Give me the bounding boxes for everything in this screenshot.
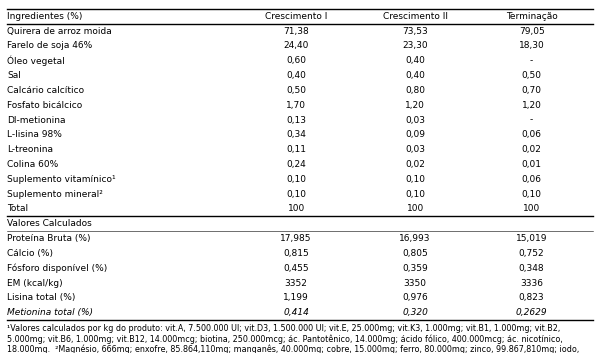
Text: 18,30: 18,30 — [519, 41, 544, 50]
Text: 0,40: 0,40 — [405, 56, 425, 65]
Text: 0,03: 0,03 — [405, 115, 425, 125]
Text: -: - — [530, 56, 533, 65]
Text: Cálcio (%): Cálcio (%) — [7, 249, 53, 258]
Text: 0,80: 0,80 — [405, 86, 425, 95]
Text: Suplemento mineral²: Suplemento mineral² — [7, 190, 103, 199]
Text: Crescimento I: Crescimento I — [265, 12, 327, 21]
Text: Calcário calcítico: Calcário calcítico — [7, 86, 85, 95]
Text: Dl-metionina: Dl-metionina — [7, 115, 66, 125]
Text: EM (kcal/kg): EM (kcal/kg) — [7, 279, 63, 288]
Text: -: - — [530, 115, 533, 125]
Text: Óleo vegetal: Óleo vegetal — [7, 55, 65, 66]
Text: Quirera de arroz moida: Quirera de arroz moida — [7, 26, 112, 36]
Text: 0,03: 0,03 — [405, 145, 425, 154]
Text: 0,50: 0,50 — [286, 86, 306, 95]
Text: 0,752: 0,752 — [519, 249, 544, 258]
Text: 100: 100 — [287, 204, 305, 214]
Text: 0,976: 0,976 — [403, 293, 428, 303]
Text: Ingredientes (%): Ingredientes (%) — [7, 12, 83, 21]
Text: Sal: Sal — [7, 71, 21, 80]
Text: Terminação: Terminação — [506, 12, 557, 21]
Text: 0,34: 0,34 — [286, 130, 306, 139]
Text: 73,53: 73,53 — [403, 26, 428, 36]
Text: 0,06: 0,06 — [521, 175, 542, 184]
Text: 0,10: 0,10 — [405, 190, 425, 199]
Text: 79,05: 79,05 — [519, 26, 544, 36]
Text: Suplemento vitamínico¹: Suplemento vitamínico¹ — [7, 175, 116, 184]
Text: 0,10: 0,10 — [405, 175, 425, 184]
Text: 1,20: 1,20 — [521, 101, 542, 110]
Text: 0,24: 0,24 — [286, 160, 306, 169]
Text: Total: Total — [7, 204, 28, 214]
Text: Lisina total (%): Lisina total (%) — [7, 293, 76, 303]
Text: 0,805: 0,805 — [403, 249, 428, 258]
Text: 0,02: 0,02 — [521, 145, 542, 154]
Text: 0,359: 0,359 — [403, 264, 428, 273]
Text: 0,348: 0,348 — [519, 264, 544, 273]
Text: 17,985: 17,985 — [280, 234, 312, 243]
Text: 3352: 3352 — [284, 279, 308, 288]
Text: 3336: 3336 — [520, 279, 543, 288]
Text: 0,2629: 0,2629 — [516, 308, 547, 317]
Text: 16,993: 16,993 — [400, 234, 431, 243]
Text: Crescimento II: Crescimento II — [383, 12, 448, 21]
Text: 0,823: 0,823 — [519, 293, 544, 303]
Text: 0,60: 0,60 — [286, 56, 306, 65]
Text: 0,10: 0,10 — [286, 190, 306, 199]
Text: Colina 60%: Colina 60% — [7, 160, 58, 169]
Text: 1,20: 1,20 — [405, 101, 425, 110]
Text: 0,40: 0,40 — [405, 71, 425, 80]
Text: Valores Calculados: Valores Calculados — [7, 219, 92, 228]
Text: 0,40: 0,40 — [286, 71, 306, 80]
Text: L-treonina: L-treonina — [7, 145, 53, 154]
Text: 0,13: 0,13 — [286, 115, 306, 125]
Text: 0,10: 0,10 — [286, 175, 306, 184]
Text: 15,019: 15,019 — [516, 234, 547, 243]
Text: 0,414: 0,414 — [283, 308, 309, 317]
Text: Farelo de soja 46%: Farelo de soja 46% — [7, 41, 92, 50]
Text: Proteína Bruta (%): Proteína Bruta (%) — [7, 234, 91, 243]
Text: 0,11: 0,11 — [286, 145, 306, 154]
Text: 0,01: 0,01 — [521, 160, 542, 169]
Text: 0,70: 0,70 — [521, 86, 542, 95]
Text: 1,70: 1,70 — [286, 101, 306, 110]
Text: ¹Valores calculados por kg do produto: vit.A, 7.500.000 UI; vit.D3, 1.500.000 UI: ¹Valores calculados por kg do produto: v… — [7, 324, 560, 333]
Text: 1,199: 1,199 — [283, 293, 309, 303]
Text: 100: 100 — [523, 204, 540, 214]
Text: 0,815: 0,815 — [283, 249, 309, 258]
Text: 0,02: 0,02 — [405, 160, 425, 169]
Text: 0,09: 0,09 — [405, 130, 425, 139]
Text: Fósforo disponível (%): Fósforo disponível (%) — [7, 264, 107, 273]
Text: 3350: 3350 — [404, 279, 427, 288]
Text: 18.000mg.  ²Magnésio, 666mg; enxofre, 85.864,110mg; manganês, 40.000mg; cobre, 1: 18.000mg. ²Magnésio, 666mg; enxofre, 85.… — [7, 345, 580, 353]
Text: 0,10: 0,10 — [521, 190, 542, 199]
Text: 71,38: 71,38 — [283, 26, 309, 36]
Text: 23,30: 23,30 — [403, 41, 428, 50]
Text: 100: 100 — [407, 204, 424, 214]
Text: 0,455: 0,455 — [283, 264, 309, 273]
Text: 24,40: 24,40 — [283, 41, 309, 50]
Text: 0,06: 0,06 — [521, 130, 542, 139]
Text: 0,50: 0,50 — [521, 71, 542, 80]
Text: Metionina total (%): Metionina total (%) — [7, 308, 93, 317]
Text: L-lisina 98%: L-lisina 98% — [7, 130, 62, 139]
Text: 5.000mg; vit.B6, 1.000mg; vit.B12, 14.000mcg; biotina, 250.000mcg; ác. Pantotêni: 5.000mg; vit.B6, 1.000mg; vit.B12, 14.00… — [7, 334, 563, 344]
Text: Fosfato bicálcico: Fosfato bicálcico — [7, 101, 82, 110]
Text: 0,320: 0,320 — [402, 308, 428, 317]
